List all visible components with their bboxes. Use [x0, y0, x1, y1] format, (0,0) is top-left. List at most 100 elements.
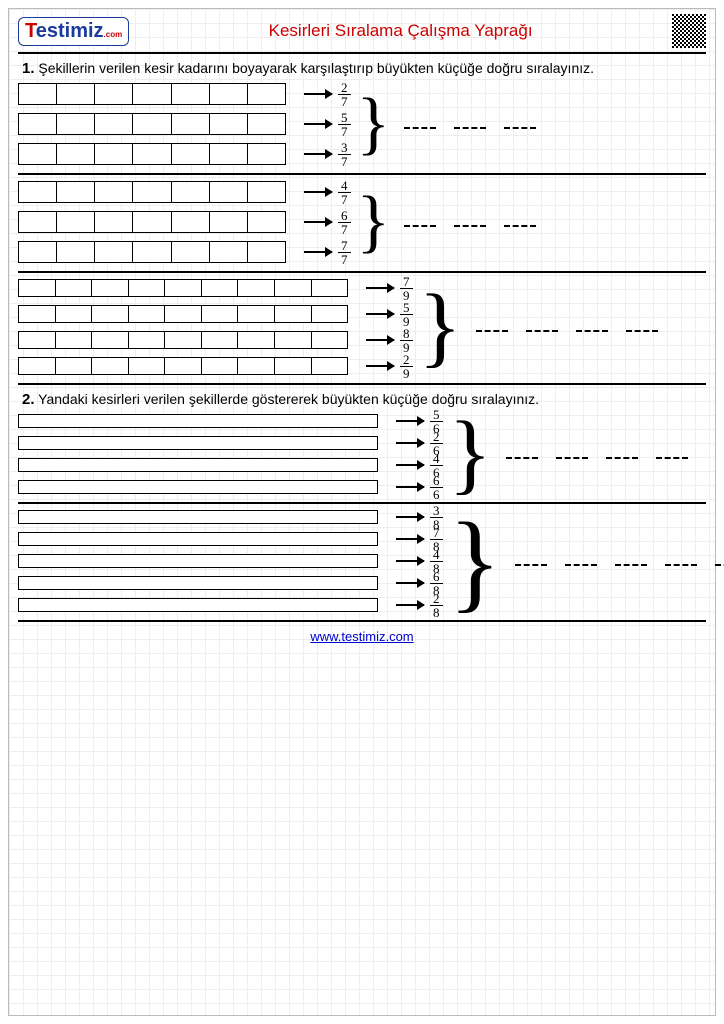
answer-blank[interactable]	[404, 119, 436, 129]
fraction-numerator: 5	[400, 301, 413, 315]
answer-blank[interactable]	[454, 217, 486, 227]
fraction-cell	[56, 332, 93, 348]
fraction-group: 476777}	[18, 181, 706, 263]
fraction-cell	[210, 182, 248, 202]
fraction-cell	[248, 212, 285, 232]
arrow-fraction: 46	[396, 458, 443, 472]
brace-column: }	[449, 418, 492, 490]
q2-number: 2.	[22, 391, 35, 408]
fraction-cell	[95, 144, 133, 164]
fraction-numerator: 5	[338, 111, 351, 125]
fraction-cell	[165, 358, 202, 374]
question-1: 1. Şekillerin verilen kesir kadarını boy…	[18, 60, 706, 385]
fraction-numerator: 4	[430, 452, 443, 466]
arrow-icon	[366, 339, 394, 341]
arrow-icon	[396, 486, 424, 488]
fraction-numerator: 4	[338, 179, 351, 193]
answer-blank[interactable]	[526, 322, 558, 332]
answer-blank[interactable]	[715, 556, 724, 566]
arrow-icon	[396, 464, 424, 466]
arrow-fraction: 68	[396, 576, 443, 590]
brace-icon: }	[357, 96, 391, 152]
fraction-numerator: 3	[430, 504, 443, 518]
answer-blank[interactable]	[504, 217, 536, 227]
fraction-cell	[57, 144, 95, 164]
fraction-cell	[129, 332, 166, 348]
answer-blank[interactable]	[515, 556, 547, 566]
bars-column	[18, 414, 378, 494]
arrow-icon	[396, 538, 424, 540]
fraction-cell	[56, 306, 93, 322]
fraction: 57	[338, 111, 351, 138]
fraction-cell	[248, 182, 285, 202]
fraction: 27	[338, 81, 351, 108]
arrow-icon	[304, 93, 332, 95]
footer-link[interactable]: www.testimiz.com	[310, 629, 413, 644]
fraction-cell	[172, 242, 210, 262]
answer-blank[interactable]	[504, 119, 536, 129]
fraction-cell	[57, 182, 95, 202]
fraction: 28	[430, 592, 443, 619]
fraction-cell	[19, 577, 377, 589]
fraction-cell	[202, 280, 239, 296]
q1-number: 1.	[22, 60, 35, 77]
answer-blank[interactable]	[476, 322, 508, 332]
fraction-bar	[18, 211, 286, 233]
bars-column	[18, 279, 348, 375]
fraction-denominator: 7	[338, 125, 351, 138]
arrow-icon	[366, 287, 394, 289]
brace-column: }	[449, 517, 502, 605]
answer-blanks	[404, 217, 536, 227]
fraction-cell	[133, 144, 171, 164]
fraction-numerator: 5	[430, 408, 443, 422]
arrow-fraction: 57	[304, 113, 351, 135]
fraction-bar	[18, 241, 286, 263]
fraction-cell	[92, 306, 129, 322]
arrow-fraction: 78	[396, 532, 443, 546]
arrow-icon	[304, 191, 332, 193]
arrow-icon	[396, 442, 424, 444]
fraction-numerator: 2	[430, 430, 443, 444]
answer-blank[interactable]	[404, 217, 436, 227]
answer-blank[interactable]	[565, 556, 597, 566]
arrows-column: 476777	[304, 181, 351, 263]
brace-column: }	[419, 291, 462, 363]
fraction-cell	[275, 306, 312, 322]
answer-blank[interactable]	[615, 556, 647, 566]
answer-blank[interactable]	[606, 449, 638, 459]
fraction-cell	[19, 533, 377, 545]
fraction-cell	[210, 114, 248, 134]
fraction-cell	[248, 114, 285, 134]
answer-blank[interactable]	[576, 322, 608, 332]
arrows-column: 79598929	[366, 279, 413, 375]
arrow-fraction: 56	[396, 414, 443, 428]
divider	[18, 383, 706, 385]
fraction-bar	[18, 510, 378, 524]
fraction-numerator: 7	[338, 239, 351, 253]
fraction-bar	[18, 436, 378, 450]
answer-blank[interactable]	[626, 322, 658, 332]
fraction-numerator: 2	[400, 353, 413, 367]
answer-blank[interactable]	[665, 556, 697, 566]
fraction-cell	[95, 182, 133, 202]
q1-text: Şekillerin verilen kesir kadarını boyaya…	[38, 60, 594, 76]
answer-blank[interactable]	[656, 449, 688, 459]
fraction-cell	[19, 212, 57, 232]
answer-blank[interactable]	[454, 119, 486, 129]
answer-blank[interactable]	[506, 449, 538, 459]
fraction-numerator: 2	[338, 81, 351, 95]
fraction-bar	[18, 83, 286, 105]
qr-code	[672, 14, 706, 48]
fraction-cell	[56, 358, 93, 374]
fraction-cell	[19, 511, 377, 523]
fraction-bar	[18, 458, 378, 472]
fraction-numerator: 6	[430, 570, 443, 584]
fraction-cell	[172, 84, 210, 104]
fraction-cell	[92, 358, 129, 374]
fraction-numerator: 7	[430, 526, 443, 540]
answer-blank[interactable]	[556, 449, 588, 459]
fraction-cell	[172, 182, 210, 202]
fraction-cell	[19, 144, 57, 164]
divider	[18, 271, 706, 273]
bars-column	[18, 83, 286, 165]
